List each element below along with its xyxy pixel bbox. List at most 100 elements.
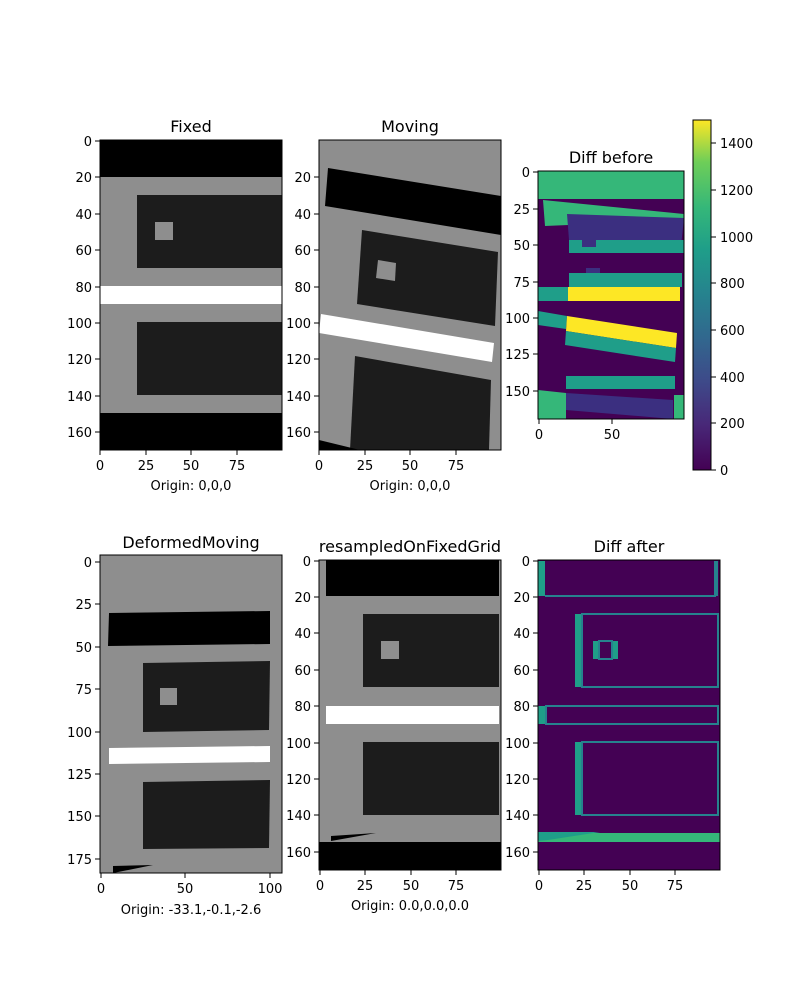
panel-resampled: resampledOnFixedGrid 0 25 50 75 bbox=[286, 537, 502, 914]
title-moving: Moving bbox=[381, 117, 439, 136]
y-tick-label: 0 bbox=[84, 135, 92, 150]
green-band-bottom bbox=[538, 833, 720, 842]
y-tick-label: 75 bbox=[513, 276, 530, 291]
x-ticks-deformed-moving: 0 50 100 bbox=[97, 873, 282, 897]
image-moving bbox=[319, 140, 501, 450]
y-tick-label: 60 bbox=[294, 244, 311, 259]
x-tick-label: 75 bbox=[667, 879, 684, 894]
box-outline-lower bbox=[581, 741, 719, 816]
x-tick-label: 0 bbox=[535, 879, 543, 894]
x-tick-label: 25 bbox=[357, 459, 374, 474]
y-ticks-diff-before: 0 25 50 75 100 125 150 bbox=[505, 166, 538, 400]
y-tick-label: 125 bbox=[67, 768, 92, 783]
box-outline-upper bbox=[581, 613, 719, 688]
xlabel-deformed-moving: Origin: -33.1,-0.1,-2.6 bbox=[121, 903, 261, 918]
green-band-top bbox=[538, 171, 684, 199]
black-band-top bbox=[325, 168, 501, 235]
heatmap-background bbox=[538, 560, 720, 870]
x-tick-label: 0 bbox=[97, 882, 105, 897]
title-diff-after: Diff after bbox=[594, 537, 665, 556]
image-resampled bbox=[319, 560, 501, 870]
colorbar-tick-label: 400 bbox=[720, 371, 745, 386]
teal-band-2 bbox=[569, 273, 682, 287]
colorbar-tick-label: 200 bbox=[720, 417, 745, 432]
y-tick-label: 20 bbox=[294, 171, 311, 186]
teal-edge-top-right bbox=[714, 561, 718, 596]
colorbar-tick-label: 1000 bbox=[720, 231, 753, 246]
gray-square bbox=[376, 260, 396, 281]
x-tick-label: 0 bbox=[535, 428, 543, 443]
x-tick-label: 0 bbox=[316, 879, 324, 894]
y-tick-label: 140 bbox=[286, 390, 311, 405]
title-resampled: resampledOnFixedGrid bbox=[319, 537, 501, 556]
y-tick-label: 40 bbox=[513, 627, 530, 642]
x-tick-label: 75 bbox=[448, 879, 465, 894]
x-ticks-resampled: 0 25 50 75 bbox=[316, 870, 464, 894]
x-ticks-diff-after: 0 25 50 75 bbox=[535, 870, 683, 894]
y-tick-label: 120 bbox=[286, 773, 311, 788]
y-tick-label: 50 bbox=[75, 641, 92, 656]
title-deformed-moving: DeformedMoving bbox=[122, 533, 259, 552]
y-tick-label: 0 bbox=[522, 166, 530, 181]
colorbar-tick-label: 800 bbox=[720, 277, 745, 292]
title-diff-before: Diff before bbox=[569, 148, 653, 167]
white-band bbox=[326, 706, 499, 724]
y-tick-label: 0 bbox=[84, 556, 92, 571]
y-tick-label: 80 bbox=[294, 281, 311, 296]
y-tick-label: 160 bbox=[67, 426, 92, 441]
x-ticks-moving: 0 25 50 75 bbox=[315, 450, 464, 474]
x-tick-label: 50 bbox=[402, 459, 419, 474]
white-band bbox=[319, 314, 494, 362]
colorbar-tick-label: 1200 bbox=[720, 184, 753, 199]
black-band-top bbox=[108, 611, 270, 646]
teal-bar-lower bbox=[575, 742, 582, 815]
title-fixed: Fixed bbox=[170, 117, 211, 136]
gray-square bbox=[155, 222, 173, 240]
x-tick-label: 25 bbox=[357, 879, 374, 894]
y-tick-label: 25 bbox=[513, 203, 530, 218]
yellow-band-2 bbox=[566, 316, 677, 348]
y-tick-label: 80 bbox=[513, 700, 530, 715]
y-tick-label: 140 bbox=[505, 809, 530, 824]
x-tick-label: 50 bbox=[183, 459, 200, 474]
y-tick-label: 150 bbox=[505, 385, 530, 400]
y-tick-label: 75 bbox=[75, 683, 92, 698]
square-outline bbox=[598, 640, 613, 660]
teal-square-left bbox=[593, 641, 599, 659]
axes-frame bbox=[318, 559, 502, 871]
gray-square bbox=[381, 641, 399, 659]
panel-fixed: Fixed 0 25 50 75 bbox=[67, 117, 283, 494]
y-ticks-deformed-moving: 0 25 50 75 100 125 150 175 bbox=[67, 556, 100, 868]
y-tick-label: 0 bbox=[522, 555, 530, 570]
teal-edge-mid bbox=[538, 706, 546, 724]
x-tick-label: 75 bbox=[448, 459, 465, 474]
yellow-band-1 bbox=[568, 287, 680, 301]
y-tick-label: 100 bbox=[505, 737, 530, 752]
y-tick-label: 125 bbox=[505, 348, 530, 363]
x-tick-label: 50 bbox=[622, 879, 639, 894]
heatmap-diff-after bbox=[538, 560, 720, 870]
panel-diff-after: Diff after 0 25 50 75 bbox=[505, 537, 721, 894]
image-deformed-moving bbox=[100, 555, 282, 873]
x-tick-label: 25 bbox=[576, 879, 593, 894]
black-band-top bbox=[100, 140, 282, 177]
y-tick-label: 0 bbox=[303, 555, 311, 570]
y-tick-label: 100 bbox=[286, 317, 311, 332]
black-band-top bbox=[326, 560, 499, 596]
x-tick-label: 0 bbox=[315, 459, 323, 474]
axes-frame bbox=[99, 554, 283, 874]
x-tick-label: 25 bbox=[138, 459, 155, 474]
black-sliver bbox=[331, 833, 376, 841]
colorbar-gradient bbox=[692, 119, 712, 471]
purple-square-1 bbox=[582, 237, 596, 247]
panel-deformed-moving: DeformedMoving 0 50 100 bbox=[67, 533, 283, 918]
y-tick-label: 175 bbox=[67, 853, 92, 868]
colorbar-tick-label: 600 bbox=[720, 324, 745, 339]
y-tick-label: 120 bbox=[286, 353, 311, 368]
green-edge-right bbox=[674, 395, 684, 419]
purple-block-upper bbox=[567, 214, 684, 246]
teal-wedge bbox=[538, 311, 567, 329]
x-tick-label: 0 bbox=[96, 459, 104, 474]
y-tick-label: 140 bbox=[286, 809, 311, 824]
